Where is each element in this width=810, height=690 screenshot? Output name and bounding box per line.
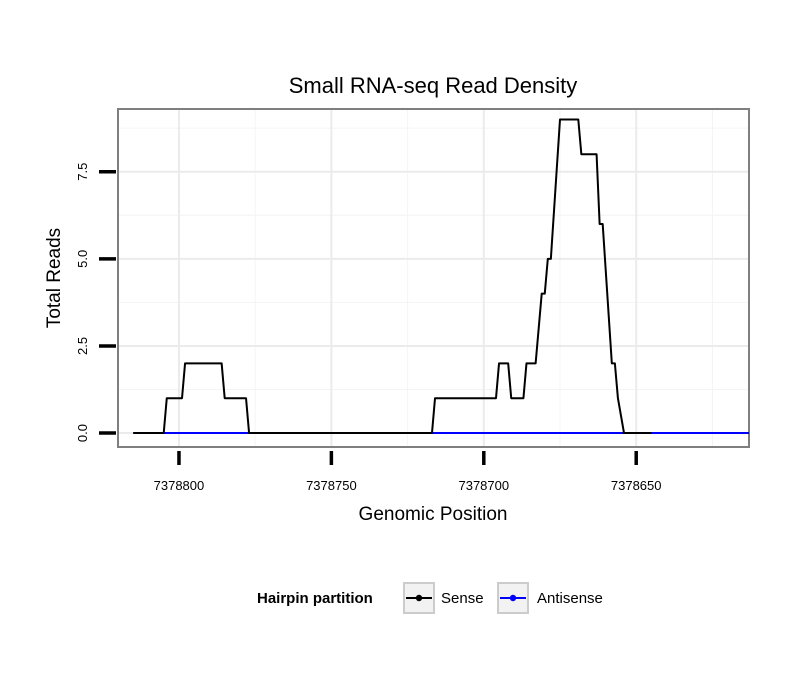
- legend-label-antisense: Antisense: [537, 590, 603, 607]
- legend: Hairpin partition Sense Antisense: [257, 582, 603, 614]
- y-tick-label: 2.5: [75, 337, 90, 355]
- plot-panel-border: [117, 108, 750, 448]
- x-tick-label: 7378800: [154, 478, 205, 493]
- legend-entry-sense: Sense: [403, 582, 484, 614]
- legend-key-point-antisense: [509, 594, 517, 602]
- legend-title: Hairpin partition: [257, 590, 373, 607]
- series-layer: [133, 118, 749, 435]
- y-axis-ticks: 0.0 2.5 5.0 7.5: [75, 163, 116, 442]
- y-axis-label: Total Reads: [44, 228, 65, 328]
- chart-title: Small RNA-seq Read Density: [289, 73, 578, 98]
- series-line-sense: [133, 118, 652, 435]
- x-axis-ticks: 7378800 7378750 7378700 7378650: [154, 451, 662, 493]
- legend-label-sense: Sense: [441, 590, 484, 607]
- y-tick-label: 0.0: [75, 424, 90, 442]
- y-tick-label: 7.5: [75, 163, 90, 181]
- minor-grid: [118, 109, 749, 447]
- legend-entry-antisense: Antisense: [497, 582, 603, 614]
- major-grid: [118, 109, 749, 447]
- x-tick-label: 7378650: [611, 478, 662, 493]
- x-tick-label: 7378700: [458, 478, 509, 493]
- y-tick-label: 5.0: [75, 250, 90, 268]
- x-tick-label: 7378750: [306, 478, 357, 493]
- x-axis-label: Genomic Position: [359, 504, 508, 525]
- legend-key-point-sense: [415, 594, 423, 602]
